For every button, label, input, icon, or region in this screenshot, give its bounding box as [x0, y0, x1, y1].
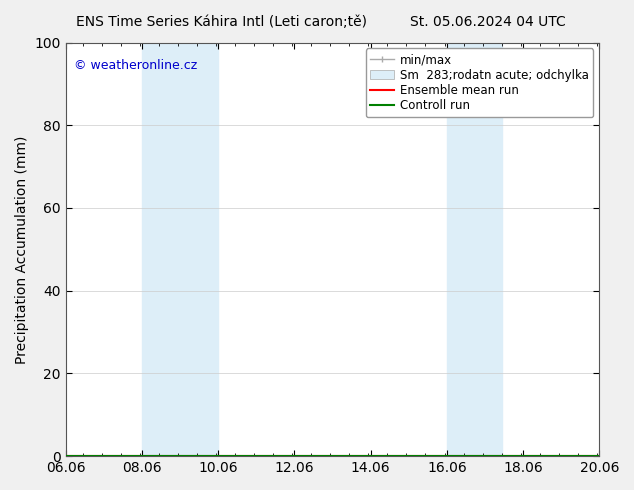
- Title: ENS Time Series Káhira Intl (Leti caron;tě)        St. 05.06.2024 04 UTC: ENS Time Series Káhira Intl (Leti caron;…: [0, 489, 1, 490]
- Y-axis label: Precipitation Accumulation (mm): Precipitation Accumulation (mm): [15, 135, 29, 364]
- Text: © weatheronline.cz: © weatheronline.cz: [74, 59, 197, 72]
- Text: St. 05.06.2024 04 UTC: St. 05.06.2024 04 UTC: [410, 15, 566, 29]
- Bar: [447, 43, 501, 456]
- Legend: min/max, Sm  283;rodatn acute; odchylka, Ensemble mean run, Controll run: min/max, Sm 283;rodatn acute; odchylka, …: [366, 49, 593, 117]
- Text: ENS Time Series Káhira Intl (Leti caron;tě): ENS Time Series Káhira Intl (Leti caron;…: [77, 15, 367, 29]
- Bar: [142, 43, 218, 456]
